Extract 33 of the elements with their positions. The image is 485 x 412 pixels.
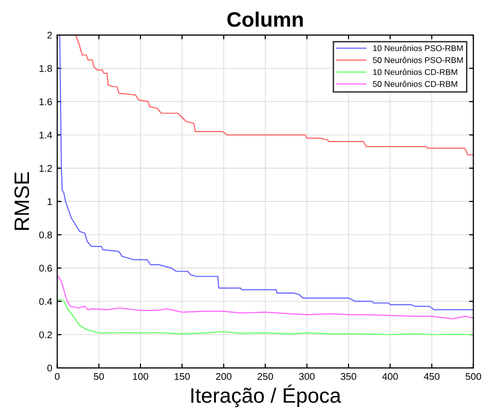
y-tick-label: 2 xyxy=(47,32,52,39)
chart-title: Column xyxy=(227,12,303,27)
y-tick-label: 1 xyxy=(48,198,52,205)
x-tick-label: 500 xyxy=(466,373,482,380)
x-tick-label: 400 xyxy=(382,373,398,380)
y-axis-title: RMSE xyxy=(14,172,30,230)
legend-label: 10 Neurônios CD-RBM xyxy=(373,68,458,76)
line-series xyxy=(59,35,474,310)
y-tick-label: 1.4 xyxy=(40,132,52,138)
y-tick-label: 0.2 xyxy=(39,331,52,338)
legend-label: 10 Neurônios PSO-RBM xyxy=(373,44,463,52)
line-series xyxy=(58,276,474,320)
x-tick-label: 450 xyxy=(424,373,440,380)
line-series xyxy=(74,35,474,156)
x-axis-title: Iteração / Época xyxy=(191,384,342,408)
y-tick-label: 1.6 xyxy=(40,98,52,106)
legend-label: 50 Neurônios CD-RBM xyxy=(372,80,458,87)
line-series xyxy=(57,299,474,336)
x-tick-label: 50 xyxy=(94,373,104,380)
y-tick-label: 1.8 xyxy=(40,65,52,72)
x-tick-label: 300 xyxy=(299,373,315,380)
x-tick-label: 200 xyxy=(216,373,232,380)
y-tick-label: 0.8 xyxy=(39,231,52,238)
y-tick-label: 1.2 xyxy=(40,164,52,172)
y-tick-label: 0.6 xyxy=(39,264,52,272)
x-tick-label: 0 xyxy=(54,373,60,380)
x-tick-label: 100 xyxy=(133,373,148,380)
x-tick-label: 250 xyxy=(258,373,274,380)
x-tick-label: 350 xyxy=(340,373,356,380)
y-tick-label: 0.4 xyxy=(39,298,52,305)
x-tick-label: 150 xyxy=(174,373,190,380)
y-tick-label: 0 xyxy=(47,364,52,372)
legend-label: 50 Neurônios PSO-RBM xyxy=(372,56,463,64)
